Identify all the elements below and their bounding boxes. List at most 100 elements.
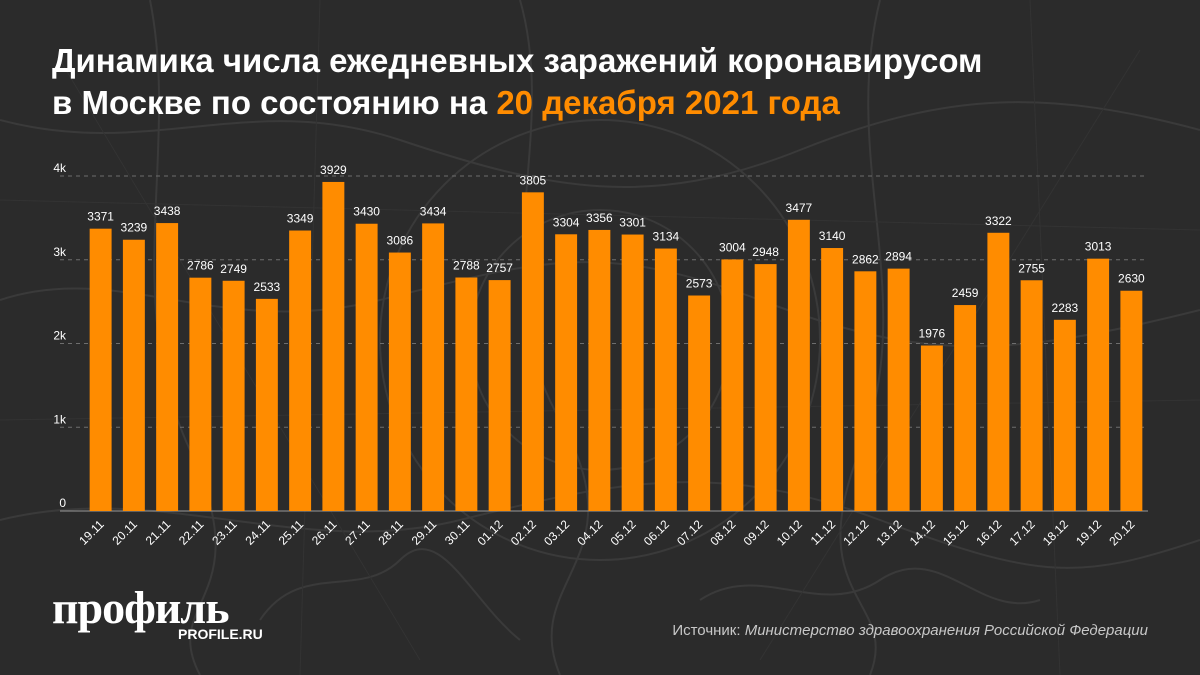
data-label: 3239 (121, 221, 148, 235)
x-tick-label: 20.12 (1106, 517, 1137, 548)
x-tick-label: 19.11 (76, 517, 107, 548)
data-label: 3322 (985, 214, 1012, 228)
data-label: 1976 (919, 327, 946, 341)
x-tick-label: 14.12 (907, 517, 938, 548)
data-label: 2948 (752, 245, 779, 259)
data-label: 3304 (553, 215, 580, 229)
bar (1087, 258, 1110, 511)
x-tick-label: 24.11 (242, 517, 273, 548)
y-tick-label: 0 (59, 496, 66, 510)
bar (954, 305, 977, 511)
data-label: 2755 (1018, 261, 1045, 275)
x-tick-label: 27.11 (342, 517, 373, 548)
data-label: 3356 (586, 211, 613, 225)
bar (189, 277, 212, 511)
data-label: 2757 (486, 261, 513, 275)
data-labels: 3371 3239 3438 2786 2749 2533 3349 3929 3430 3086… (87, 163, 1145, 341)
x-tick-label: 17.12 (1007, 517, 1038, 548)
bar (455, 277, 478, 511)
data-label: 2283 (1052, 301, 1079, 315)
data-label: 3805 (520, 173, 547, 187)
x-tick-label: 18.12 (1040, 517, 1071, 548)
data-label: 2533 (254, 280, 281, 294)
bar (322, 181, 345, 512)
bar (1053, 319, 1076, 511)
bar (388, 252, 411, 512)
bar (787, 219, 810, 511)
bar (422, 223, 445, 511)
bar (122, 239, 145, 511)
title-line-2: в Москве по состоянию на 20 декабря 2021… (52, 82, 1162, 124)
x-tick-label: 20.11 (109, 517, 140, 548)
x-tick-label: 16.12 (973, 517, 1004, 548)
logo-url: PROFILE.RU (178, 626, 263, 642)
bar (1120, 290, 1143, 511)
bar (488, 280, 511, 511)
x-tick-label: 30.11 (442, 517, 473, 548)
x-tick-label: 05.12 (608, 517, 639, 548)
data-label: 2786 (187, 259, 214, 273)
bar (920, 345, 943, 511)
data-label: 3349 (287, 212, 314, 226)
data-label: 3013 (1085, 240, 1112, 254)
x-tick-label: 19.12 (1073, 517, 1104, 548)
bar (289, 230, 312, 512)
data-label: 3086 (387, 234, 414, 248)
x-tick-label: 11.12 (808, 517, 839, 548)
y-tick-label: 3k (53, 245, 67, 259)
bar (355, 223, 378, 512)
source-label: Источник: (672, 622, 745, 639)
x-tick-label: 09.12 (741, 517, 772, 548)
x-axis: 19.11 20.11 21.11 22.11 23.11 24.11 25.11 26.11… (76, 517, 1137, 548)
bar (887, 268, 910, 511)
data-label: 3004 (719, 240, 746, 254)
y-axis: 0 1k 2k 3k 4k (53, 161, 67, 510)
source-name: Министерство здравоохранения Российской … (744, 622, 1148, 639)
x-tick-label: 08.12 (707, 517, 738, 548)
bar (1020, 280, 1043, 511)
bar (588, 229, 611, 511)
x-tick-label: 02.12 (508, 517, 539, 548)
x-tick-label: 25.11 (276, 517, 307, 548)
x-tick-label: 03.12 (541, 517, 572, 548)
logo: профиль (52, 582, 230, 633)
data-label: 2573 (686, 277, 713, 291)
data-label: 3434 (420, 204, 447, 218)
data-label: 3371 (87, 210, 114, 224)
data-label: 3430 (353, 205, 380, 219)
data-label: 3929 (320, 163, 347, 177)
y-tick-label: 1k (53, 412, 67, 426)
x-tick-label: 23.11 (209, 517, 240, 548)
x-tick-label: 13.12 (874, 517, 905, 548)
x-tick-label: 12.12 (840, 517, 871, 548)
x-tick-label: 26.11 (309, 517, 340, 548)
title-line-2-prefix: в Москве по состоянию на (52, 84, 497, 121)
x-tick-label: 29.11 (409, 517, 440, 548)
x-tick-label: 06.12 (641, 517, 672, 548)
x-tick-label: 22.11 (176, 517, 207, 548)
bar (255, 298, 278, 511)
bar (621, 234, 644, 511)
y-tick-label: 2k (53, 329, 67, 343)
bar (987, 232, 1010, 511)
x-tick-label: 10.12 (774, 517, 805, 548)
data-label: 2459 (952, 286, 979, 300)
chart-title: Динамика числа ежедневных заражений коро… (52, 40, 1162, 124)
title-date: 20 декабря 2021 года (496, 84, 840, 121)
data-label: 2749 (220, 262, 247, 276)
bar (521, 192, 544, 512)
bar (854, 271, 877, 511)
data-label: 3140 (819, 229, 846, 243)
bar (821, 248, 844, 511)
source-note: Источник: Министерство здравоохранения Р… (672, 622, 1148, 639)
bar (89, 228, 112, 511)
data-label: 3134 (653, 230, 680, 244)
data-label: 3301 (619, 216, 646, 230)
bar (222, 280, 245, 511)
x-tick-label: 01.12 (475, 517, 506, 548)
data-label: 2630 (1118, 272, 1145, 286)
x-tick-label: 21.11 (143, 517, 174, 548)
y-tick-label: 4k (53, 161, 67, 175)
data-label: 2894 (885, 250, 912, 264)
